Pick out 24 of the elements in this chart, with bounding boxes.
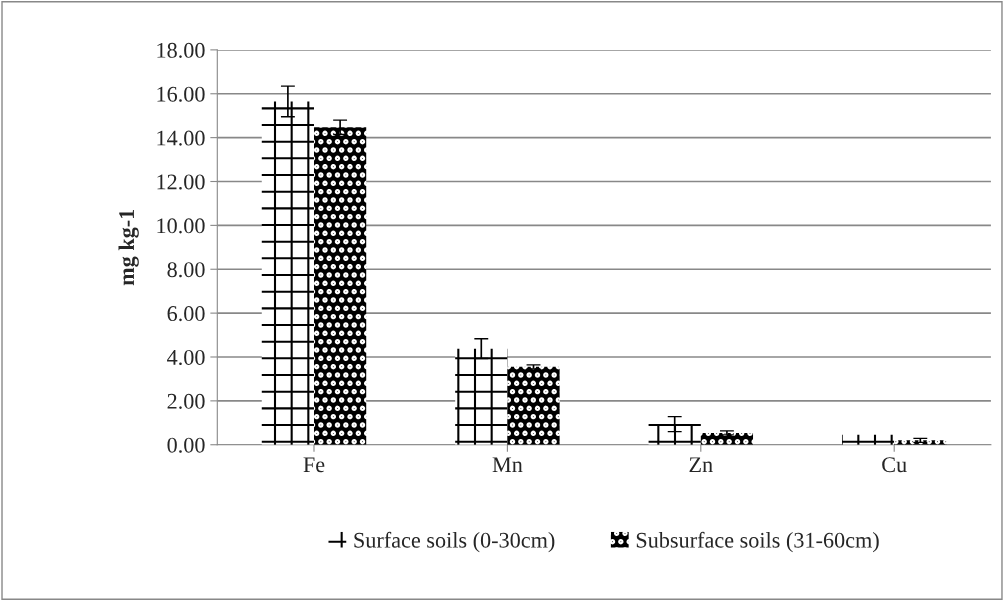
legend-label: Subsurface soils (31-60cm) xyxy=(636,531,879,553)
x-tick-label: Mn xyxy=(492,457,523,472)
x-tick-label: Fe xyxy=(303,457,325,473)
y-tick-label: 8.00 xyxy=(167,262,205,278)
y-tick-label: 0.00 xyxy=(167,437,205,453)
y-tick-label: 16.00 xyxy=(157,86,205,102)
bar xyxy=(507,366,560,445)
y-tick-label: 12.00 xyxy=(157,174,205,190)
y-tick-label: 10.00 xyxy=(157,218,205,234)
y-tick-label: 14.00 xyxy=(157,130,205,146)
y-tick-label: 2.00 xyxy=(167,393,205,409)
bar xyxy=(261,101,314,445)
bar xyxy=(700,432,754,445)
y-tick-label: 6.00 xyxy=(167,306,205,322)
bar xyxy=(648,424,701,445)
bar xyxy=(841,434,895,445)
x-tick-label: Zn xyxy=(689,457,713,472)
y-axis-title: mg kg-1 xyxy=(118,209,139,286)
bar xyxy=(314,127,367,445)
y-tick-label: 18.00 xyxy=(157,42,205,58)
legend-label: Surface soils (0-30cm) xyxy=(354,531,555,553)
y-tick-label: 4.00 xyxy=(167,349,205,366)
bar xyxy=(455,348,508,445)
x-tick-label: Cu xyxy=(882,457,907,473)
